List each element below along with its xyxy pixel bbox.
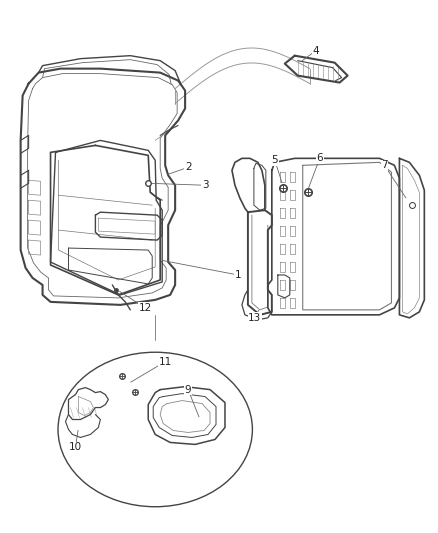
Text: 4: 4 (312, 46, 319, 55)
Text: 3: 3 (202, 180, 208, 190)
Text: 9: 9 (185, 385, 191, 394)
Text: 7: 7 (381, 160, 388, 171)
Text: 6: 6 (316, 154, 323, 163)
Text: 12: 12 (138, 303, 152, 313)
Text: 5: 5 (272, 155, 278, 165)
Text: 11: 11 (159, 357, 172, 367)
Text: 2: 2 (185, 163, 191, 172)
Text: 13: 13 (248, 313, 261, 323)
Text: 10: 10 (69, 442, 82, 453)
Text: 1: 1 (235, 270, 241, 280)
